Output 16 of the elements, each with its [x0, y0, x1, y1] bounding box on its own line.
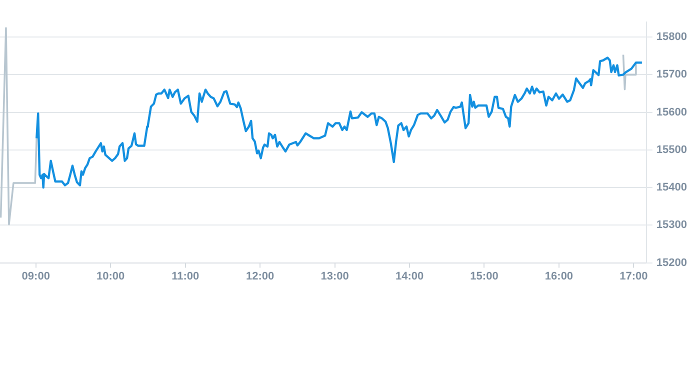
y-tick-label: 15400	[656, 182, 688, 194]
x-tick-label: 10:00	[96, 270, 125, 282]
y-tick-label: 15600	[656, 106, 688, 118]
x-tick-label: 17:00	[620, 270, 648, 282]
x-tick-label: 12:00	[246, 270, 274, 282]
y-tick-label: 15200	[656, 256, 688, 269]
y-tick-label: 15500	[656, 144, 688, 156]
x-tick-label: 16:00	[544, 270, 574, 282]
x-tick-label: 14:00	[395, 270, 424, 282]
x-tick-label: 11:00	[172, 270, 200, 282]
x-tick-label: 09:00	[22, 270, 50, 282]
y-tick-label: 15300	[656, 219, 688, 232]
x-tick-label: 15:00	[470, 270, 498, 282]
x-tick-label: 13:00	[320, 270, 349, 282]
y-tick-label: 15800	[656, 31, 688, 44]
y-tick-label: 15700	[656, 68, 688, 81]
